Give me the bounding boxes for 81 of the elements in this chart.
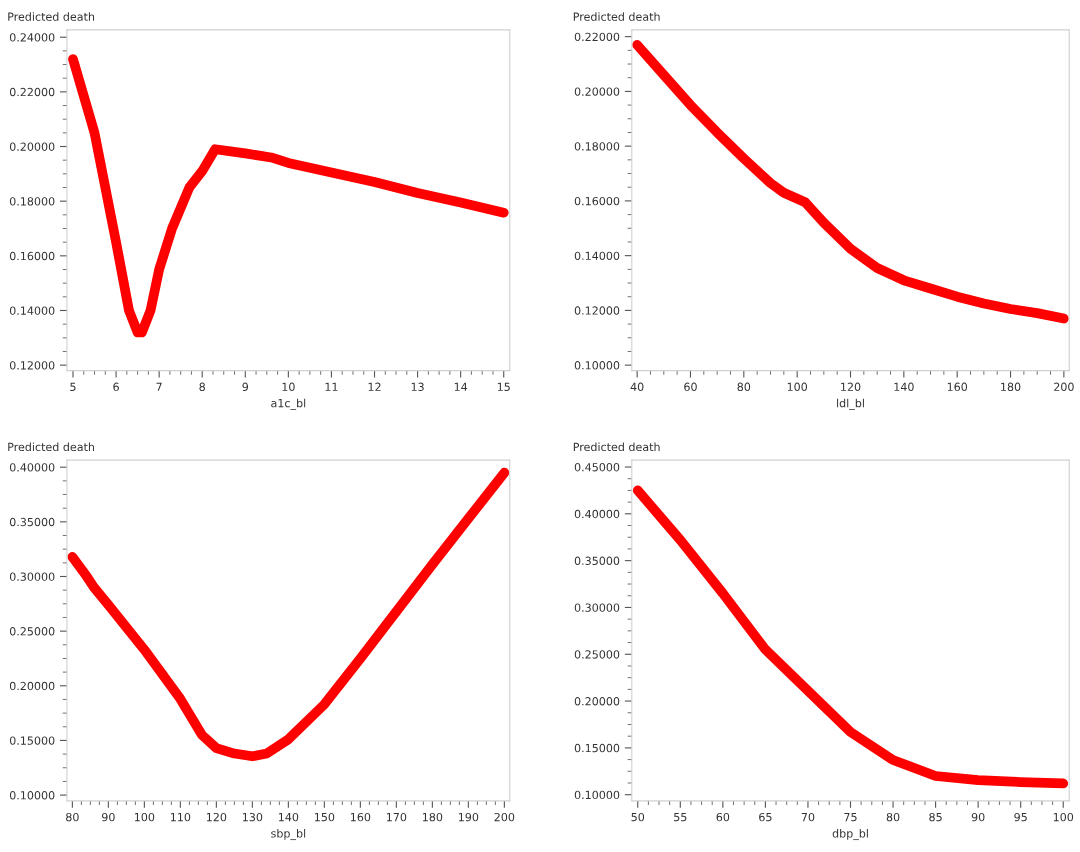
y-tick-label: 0.20000	[9, 681, 55, 691]
x-axis-title: dbp_bl	[832, 828, 868, 841]
y-tick-label: 0.30000	[574, 603, 620, 612]
y-tick-label: 0.10000	[574, 361, 620, 370]
x-tick-label: 80	[737, 382, 751, 392]
x-tick-label: 70	[801, 812, 815, 822]
y-tick-label: 0.25000	[574, 650, 620, 659]
y-tick-label: 0.10000	[574, 790, 620, 800]
y-tick-label: 0.45000	[574, 462, 620, 472]
y-tick-label: 0.16000	[574, 196, 620, 206]
y-tick-label: 0.35000	[9, 517, 55, 527]
y-tick-label: 0.18000	[9, 197, 55, 206]
x-tick-label: 170	[386, 812, 407, 822]
x-tick-label: 120	[206, 812, 227, 822]
y-tick-label: 0.16000	[9, 251, 55, 261]
x-tick-label: 120	[841, 382, 861, 392]
y-tick-label: 0.40000	[9, 463, 55, 472]
y-tick-label: 0.22000	[9, 87, 55, 97]
y-tick-label: 0.25000	[9, 627, 55, 636]
x-axis-title: sbp_bl	[271, 828, 306, 841]
y-tick-label: 0.20000	[574, 697, 620, 706]
x-tick-label: 80	[66, 812, 79, 822]
x-tick-label: 100	[787, 382, 808, 392]
x-tick-label: 95	[1014, 812, 1027, 822]
x-tick-label: 65	[759, 812, 772, 822]
x-tick-label: 5	[70, 382, 76, 392]
x-tick-label: 10	[282, 382, 295, 392]
y-tick-label: 0.24000	[9, 33, 55, 42]
y-tick-label: 0.20000	[574, 87, 620, 96]
x-tick-label: 60	[716, 812, 730, 822]
x-axis-title: a1c_bl	[271, 398, 306, 410]
x-tick-label: 200	[1054, 382, 1074, 392]
x-tick-label: 80	[886, 812, 900, 822]
x-tick-label: 200	[494, 812, 515, 822]
x-tick-label: 55	[674, 813, 687, 822]
x-tick-label: 13	[411, 382, 424, 392]
y-axis-title: Predicted death	[8, 12, 95, 21]
x-tick-label: 160	[350, 812, 371, 822]
y-tick-label: 0.10000	[9, 791, 55, 800]
x-tick-label: 11	[325, 382, 338, 391]
x-tick-label: 15	[497, 382, 510, 392]
x-tick-label: 160	[947, 382, 968, 392]
x-tick-label: 40	[630, 382, 644, 392]
y-axis-title: Predicted death	[573, 12, 660, 21]
y-axis-title: Predicted death	[573, 442, 660, 452]
x-tick-label: 100	[1053, 812, 1074, 822]
x-tick-label: 12	[368, 382, 381, 391]
y-tick-label: 0.20000	[9, 142, 55, 151]
x-tick-label: 9	[242, 382, 249, 392]
x-tick-label: 110	[170, 812, 191, 822]
y-tick-label: 0.22000	[574, 32, 620, 42]
y-tick-label: 0.14000	[9, 306, 55, 315]
x-tick-label: 90	[101, 812, 115, 822]
x-tick-label: 180	[422, 812, 443, 822]
x-tick-label: 190	[458, 812, 479, 822]
x-tick-label: 50	[631, 812, 645, 822]
x-tick-label: 100	[134, 812, 155, 822]
y-tick-label: 0.15000	[574, 743, 620, 753]
y-tick-label: 0.12000	[574, 306, 620, 315]
x-tick-label: 150	[314, 812, 335, 822]
y-tick-label: 0.40000	[574, 509, 620, 519]
y-tick-label: 0.15000	[9, 736, 55, 745]
y-tick-label: 0.35000	[574, 556, 620, 566]
y-tick-label: 0.18000	[574, 142, 620, 151]
y-tick-label: 0.12000	[9, 361, 55, 370]
x-tick-label: 7	[156, 382, 162, 391]
x-tick-label: 90	[971, 812, 985, 822]
x-tick-label: 75	[844, 813, 857, 822]
y-axis-title: Predicted death	[8, 442, 95, 452]
x-tick-label: 8	[199, 382, 205, 392]
x-tick-label: 180	[1001, 382, 1021, 392]
x-tick-label: 85	[929, 812, 942, 822]
x-tick-label: 6	[113, 382, 119, 392]
x-tick-label: 140	[894, 382, 914, 392]
y-tick-label: 0.30000	[9, 572, 55, 581]
x-tick-label: 130	[242, 812, 263, 822]
x-tick-label: 14	[454, 382, 468, 391]
x-axis-title: ldl_bl	[837, 398, 864, 410]
y-tick-label: 0.14000	[574, 251, 620, 261]
x-tick-label: 60	[684, 382, 697, 392]
x-tick-label: 140	[278, 812, 299, 822]
